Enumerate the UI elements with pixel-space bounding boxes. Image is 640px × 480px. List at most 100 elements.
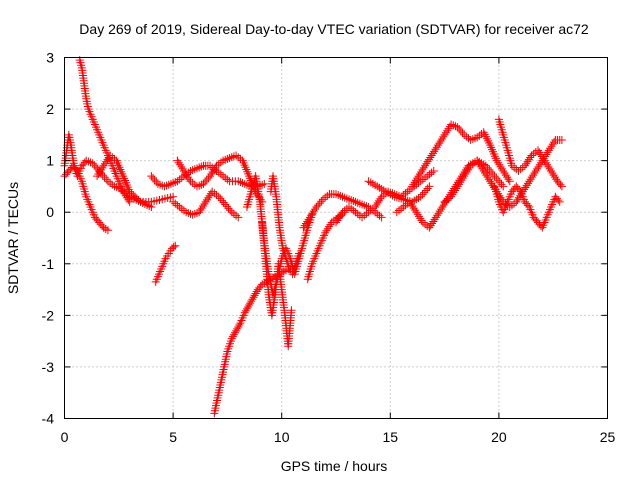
- data-point: [99, 161, 108, 170]
- data-point: [196, 206, 205, 215]
- data-point: [423, 184, 432, 193]
- data-point: [421, 186, 430, 195]
- data-point: [435, 207, 444, 216]
- data-point: [300, 221, 309, 230]
- data-point: [202, 195, 211, 204]
- data-point: [131, 192, 140, 201]
- data-point: [530, 169, 539, 178]
- data-point: [432, 143, 441, 152]
- data-point: [103, 155, 112, 164]
- y-tick-label: 0: [46, 204, 54, 220]
- data-point: [123, 193, 132, 202]
- data-point: [497, 164, 506, 173]
- data-point: [125, 197, 134, 206]
- data-point: [201, 177, 210, 186]
- y-tick-label: -4: [42, 411, 55, 427]
- data-point: [337, 210, 346, 219]
- data-point: [431, 213, 440, 222]
- data-point: [429, 166, 438, 175]
- data-point: [102, 175, 111, 184]
- data-point: [147, 203, 156, 212]
- data-point: [541, 158, 550, 167]
- data-point: [308, 209, 317, 218]
- data-point: [103, 226, 112, 235]
- data-point: [428, 219, 437, 228]
- data-point: [434, 141, 443, 150]
- data-point: [121, 191, 130, 200]
- data-point: [417, 167, 426, 176]
- data-point: [312, 203, 321, 212]
- data-point: [513, 195, 522, 204]
- data-point: [439, 132, 448, 141]
- data-point: [548, 140, 557, 149]
- data-point: [287, 306, 296, 315]
- data-point: [260, 179, 269, 188]
- data-point: [424, 155, 433, 164]
- data-point: [437, 205, 446, 214]
- data-point: [418, 165, 427, 174]
- data-point: [125, 187, 134, 196]
- y-axis-label: SDTVAR / TECUs: [5, 182, 21, 294]
- data-point: [496, 162, 505, 171]
- y-tick-label: -1: [42, 256, 55, 272]
- data-point: [443, 126, 452, 135]
- data-point: [174, 158, 183, 167]
- data-point: [199, 202, 208, 211]
- data-point: [183, 173, 192, 182]
- data-point: [526, 153, 535, 162]
- data-point: [304, 215, 313, 224]
- data-point: [199, 179, 208, 188]
- data-point: [531, 166, 540, 175]
- data-point: [523, 157, 532, 166]
- y-tick-label: 2: [46, 101, 54, 117]
- data-point: [205, 191, 214, 200]
- data-point: [477, 162, 486, 171]
- data-point: [535, 160, 544, 169]
- data-point: [428, 149, 437, 158]
- data-point: [375, 196, 384, 205]
- data-point: [132, 194, 141, 203]
- data-point: [209, 165, 218, 174]
- data-point: [377, 213, 386, 222]
- data-point: [436, 137, 445, 146]
- data-point: [226, 206, 235, 215]
- data-point: [550, 173, 559, 182]
- data-point: [315, 199, 324, 208]
- data-point: [204, 193, 213, 202]
- series-arc-c: [75, 56, 134, 206]
- data-point: [416, 192, 425, 201]
- data-point: [547, 142, 556, 151]
- data-point: [486, 177, 495, 186]
- axis-ticks: [64, 57, 608, 419]
- data-point: [447, 192, 456, 201]
- data-point: [430, 147, 439, 156]
- data-point: [434, 209, 443, 218]
- data-point: [195, 208, 204, 217]
- data-point: [544, 162, 553, 171]
- data-point: [449, 188, 458, 197]
- data-point: [483, 173, 492, 182]
- data-point: [206, 172, 215, 181]
- data-point: [478, 164, 487, 173]
- data-point: [185, 175, 194, 184]
- data-point: [533, 146, 542, 155]
- data-point: [525, 177, 534, 186]
- series-arc-d: [93, 151, 156, 212]
- data-point: [181, 169, 190, 178]
- data-point: [527, 173, 536, 182]
- data-point: [425, 182, 434, 191]
- data-point: [322, 226, 331, 235]
- data-point: [409, 180, 418, 189]
- data-point: [512, 197, 521, 206]
- data-point: [376, 194, 385, 203]
- data-point: [323, 224, 332, 233]
- series-arc-e: [151, 241, 180, 286]
- data-point: [202, 175, 211, 184]
- data-point: [217, 196, 226, 205]
- data-point: [422, 159, 431, 168]
- x-tick-label: 25: [600, 429, 616, 445]
- data-point: [309, 207, 318, 216]
- data-point: [235, 321, 244, 330]
